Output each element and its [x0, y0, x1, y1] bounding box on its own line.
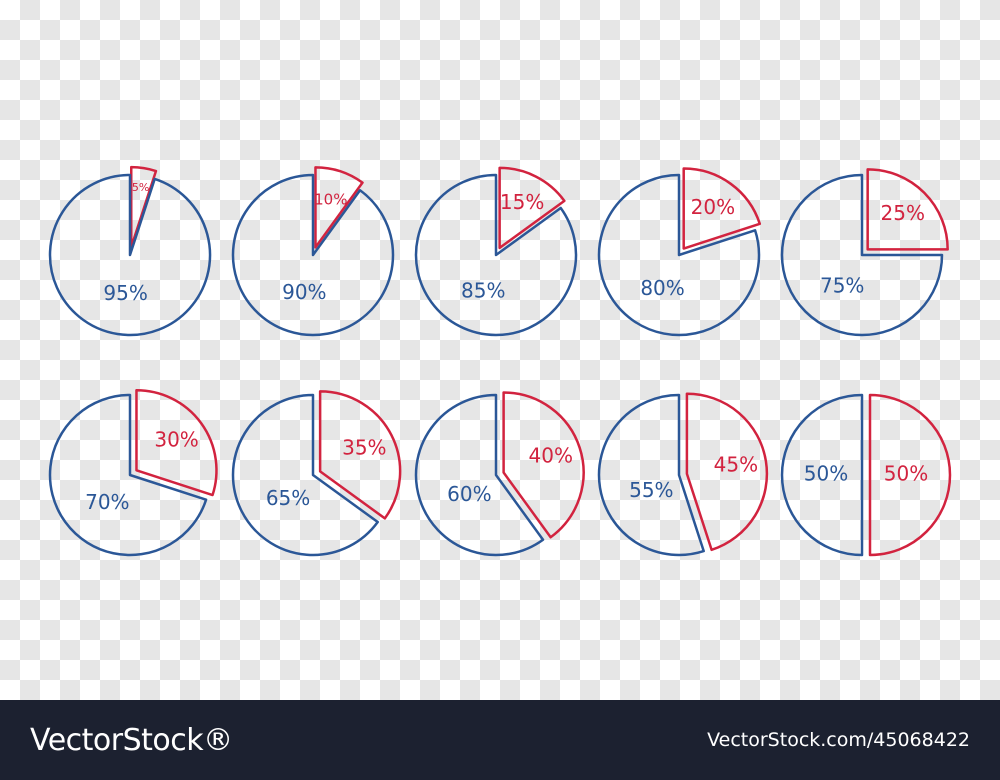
slice-label: 65%: [266, 486, 310, 510]
pie-chart: 10% 90%: [231, 166, 395, 337]
pie-slice: [780, 393, 864, 557]
pie-slice: [48, 173, 212, 337]
pie-slice: [597, 173, 761, 337]
pie-slice: [231, 173, 395, 337]
pie-chart: 5% 95%: [48, 165, 212, 337]
slice-label: 70%: [85, 490, 129, 514]
pie-slice: [597, 393, 705, 557]
pie-chart: 15% 85%: [414, 166, 578, 337]
pie-chart: 30% 70%: [48, 389, 218, 557]
slice-label: 95%: [103, 281, 147, 305]
pie-slice: [231, 393, 379, 557]
slice-label: 25%: [881, 201, 925, 225]
pie-slice: [866, 168, 949, 251]
slice-label: 85%: [461, 278, 505, 302]
slice-label: 90%: [282, 280, 326, 304]
pie-slice: [130, 165, 158, 249]
slice-label: 75%: [820, 273, 864, 297]
slice-label: 55%: [629, 478, 673, 502]
slice-label: 50%: [884, 462, 928, 486]
pie-chart: 25% 75%: [780, 168, 949, 337]
slice-label: 15%: [500, 190, 544, 214]
slice-label: 35%: [342, 435, 386, 459]
pie-chart: 35% 65%: [231, 390, 402, 557]
pie-slice: [314, 166, 364, 249]
pie-slice: [48, 393, 208, 557]
slice-label: 10%: [314, 191, 347, 209]
slice-label: 80%: [640, 276, 684, 300]
slice-label: 20%: [691, 195, 735, 219]
pie-slice: [498, 166, 566, 250]
brand: VectorStock®: [30, 722, 233, 758]
pie-slice: [502, 391, 585, 539]
slice-label: 60%: [447, 482, 491, 506]
pie-slice: [414, 393, 545, 557]
pie-chart: 40% 60%: [414, 391, 585, 557]
pie-slice: [135, 389, 218, 497]
pie-slice: [868, 393, 952, 557]
reference: VectorStock.com/45068422: [707, 729, 970, 751]
pie-chart: 45% 55%: [597, 392, 769, 557]
pie-chart: 20% 80%: [597, 167, 762, 337]
pie-slice: [682, 167, 762, 250]
slice-label: 30%: [154, 428, 198, 452]
pie-slice: [318, 390, 402, 520]
pie-slice: [780, 173, 944, 337]
pie-chart: 50% 50%: [780, 393, 952, 557]
chart-area: 5% 95% 10% 90% 15% 85% 20% 80% 25% 75% 30% 70% 35% 65…: [0, 0, 1000, 700]
footer: VectorStock® VectorStock.com/45068422: [0, 700, 1000, 780]
slice-label: 5%: [132, 181, 149, 194]
pie-slice: [414, 173, 578, 337]
slice-label: 45%: [714, 452, 758, 476]
slice-label: 40%: [529, 444, 573, 468]
pie-slice: [685, 392, 769, 552]
slice-label: 50%: [804, 462, 848, 486]
pie-grid: 5% 95% 10% 90% 15% 85% 20% 80% 25% 75% 30% 70% 35% 65…: [48, 165, 952, 557]
